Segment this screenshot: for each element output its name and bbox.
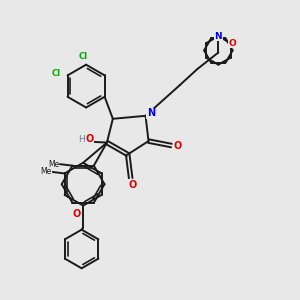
Text: O: O xyxy=(128,180,136,190)
Text: O: O xyxy=(174,140,182,151)
Text: N: N xyxy=(147,108,155,118)
Text: H: H xyxy=(78,135,84,144)
Text: O: O xyxy=(228,39,236,48)
Text: Cl: Cl xyxy=(52,69,61,78)
Text: Cl: Cl xyxy=(79,52,88,61)
Text: O: O xyxy=(73,209,81,220)
Text: Me: Me xyxy=(40,167,52,176)
Text: O: O xyxy=(85,134,94,144)
Text: N: N xyxy=(214,32,222,41)
Text: Me: Me xyxy=(48,160,59,169)
